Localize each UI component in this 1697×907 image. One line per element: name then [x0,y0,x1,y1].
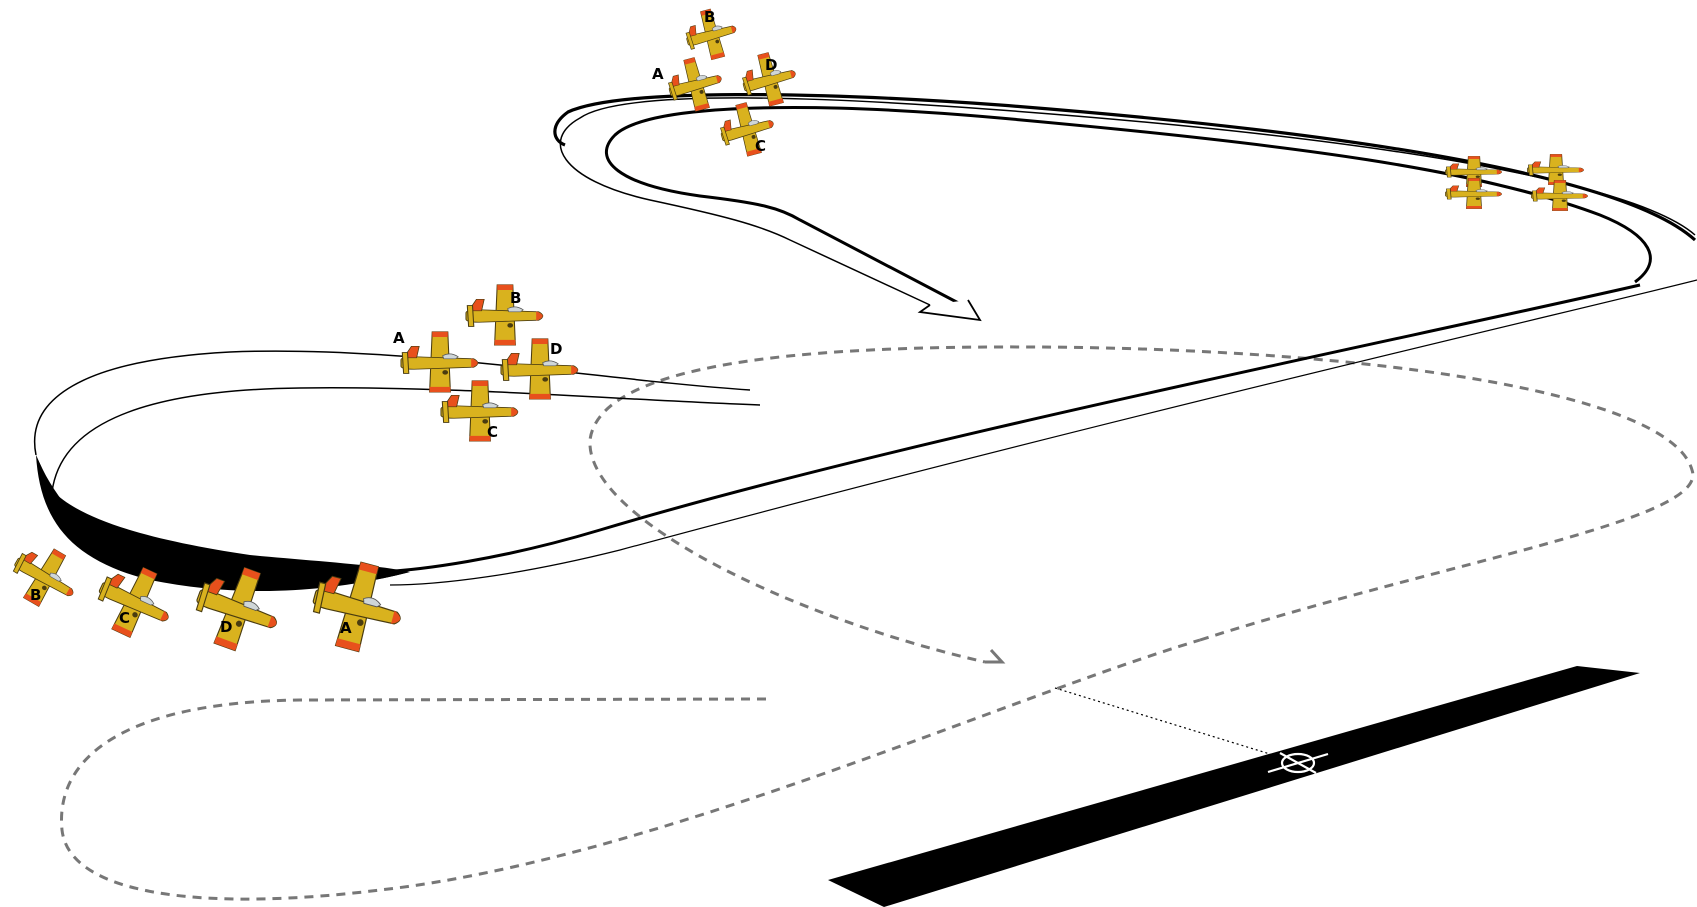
label-line-c: C [119,609,130,627]
aircraft-mid-b [465,284,544,346]
label-top-d: D [765,56,777,74]
aircraft-mid-d [500,338,579,400]
aircraft-mid-a [400,331,479,393]
aircraft-line-b [2,535,89,619]
label-line-a: A [340,619,352,637]
aircraft-top-a [662,51,729,117]
dashed-arrow-head [985,648,1006,664]
label-line-b: B [30,586,41,604]
formation-mid-diamond: B A D C [393,289,562,441]
dashed-approach-path [60,345,1695,901]
crosshair-icon [1267,752,1329,774]
label-top-b: B [704,8,715,26]
label-line-d: D [220,618,232,636]
aircraft-right-2 [1527,153,1585,186]
label-mid-a: A [393,329,405,347]
aiming-line [1054,687,1271,755]
formation-top-diamond: B A D C [652,8,777,155]
flight-path-ribbon [33,279,1697,592]
label-mid-c: C [487,423,498,441]
formation-line-abreast: B C D A [30,586,352,637]
arrow-icon [917,299,982,322]
label-mid-b: B [510,289,521,307]
runway [828,666,1640,907]
label-top-c: C [755,137,766,155]
label-top-a: A [652,65,664,83]
label-mid-d: D [550,340,562,358]
